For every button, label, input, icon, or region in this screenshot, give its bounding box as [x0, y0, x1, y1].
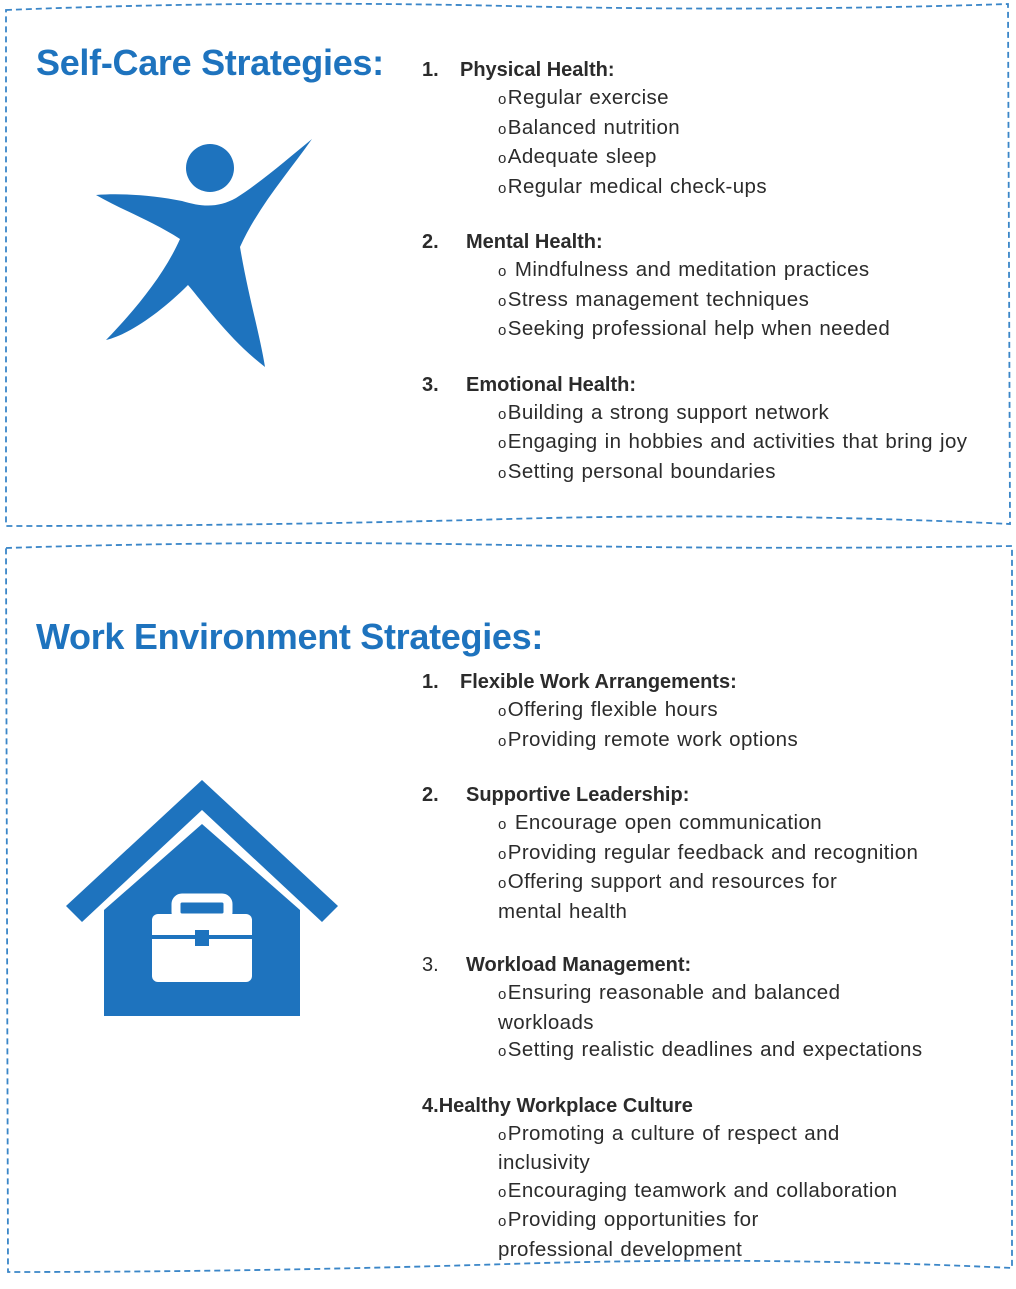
bullet-marker: o	[498, 1213, 507, 1230]
work-env-section: 4.Healthy Workplace Culture oPromoting a…	[422, 1092, 1007, 1264]
list-item: oProviding opportunities for professiona…	[498, 1208, 759, 1261]
bullet-list: oOffering flexible hours oProviding remo…	[422, 696, 1007, 755]
house-briefcase-icon	[66, 780, 338, 1016]
list-item: oStress management techniques	[498, 287, 810, 311]
section-heading: 3. Emotional Health:	[422, 373, 637, 396]
work-env-section: 1. Flexible Work Arrangements: oOffering …	[422, 668, 1007, 755]
section-heading: 2. Supportive Leadership:	[422, 784, 690, 806]
bullet-marker: o	[498, 91, 507, 108]
bullet-marker: o	[498, 1126, 507, 1144]
bullet-marker: o	[498, 263, 507, 280]
section-heading: 3. Workload Management:	[422, 954, 692, 976]
bullet-marker: o	[498, 875, 507, 892]
self-care-section: 1. Physical Health: oRegular exercise oBa…	[422, 56, 1007, 202]
bullet-marker: o	[498, 292, 507, 310]
list-item: oSeeking professional help when needed	[498, 317, 891, 340]
list-item: oAdequate sleep	[498, 145, 657, 168]
list-item: oOffering flexible hours	[498, 698, 718, 721]
section-heading: 1. Physical Health:	[422, 59, 615, 81]
work-env-section: 3. Workload Management: oEnsuring reasona…	[422, 951, 1007, 1066]
bullet-marker: o	[498, 179, 507, 197]
bullet-list: oBuilding a strong support network oEnga…	[422, 399, 1007, 488]
bullet-marker: o	[498, 703, 507, 720]
bullet-marker: o	[498, 845, 507, 863]
bullet-list: o Encourage open communication oProvidin…	[422, 809, 1007, 925]
self-care-section: 2. Mental Health: o Mindfulness and medit…	[422, 228, 1007, 345]
bullet-marker: o	[498, 405, 507, 423]
bullet-list: o Mindfulness and meditation practices o…	[422, 256, 1007, 345]
list-item: oEnsuring reasonable and balanced worklo…	[498, 981, 841, 1034]
bullet-marker: o	[498, 1043, 507, 1060]
self-care-list: 1. Physical Health: oRegular exercise oBa…	[422, 56, 1007, 513]
list-item: oSetting personal boundaries	[498, 459, 776, 483]
bullet-marker: o	[498, 150, 507, 167]
list-item: o Mindfulness and meditation practices	[498, 258, 870, 281]
bullet-list: oRegular exercise oBalanced nutrition oA…	[422, 84, 1007, 202]
bullet-marker: o	[498, 732, 507, 750]
bullet-marker: o	[498, 986, 507, 1003]
list-item: oOffering support and resources for ment…	[498, 870, 838, 923]
list-item: oPromoting a culture of respect and incl…	[498, 1121, 840, 1175]
work-env-list: 1. Flexible Work Arrangements: oOffering …	[422, 668, 1007, 1289]
self-care-title: Self-Care Strategies:	[36, 42, 384, 83]
work-env-title: Work Environment Strategies:	[36, 616, 544, 657]
list-item: oProviding regular feedback and recognit…	[498, 840, 919, 864]
list-item: oEncouraging teamwork and collaboration	[498, 1178, 898, 1202]
section-heading: 1. Flexible Work Arrangements:	[422, 671, 737, 693]
list-item: oRegular medical check-ups	[498, 174, 768, 198]
bullet-marker: o	[498, 120, 507, 138]
section-heading: 2. Mental Health:	[422, 231, 603, 253]
list-item: oProviding remote work options	[498, 727, 799, 751]
work-env-section: 2. Supportive Leadership: o Encourage ope…	[422, 781, 1007, 925]
list-item: o Encourage open communication	[498, 811, 823, 834]
list-item: oEngaging in hobbies and activities that…	[498, 430, 968, 453]
section-heading: 4.Healthy Workplace Culture	[422, 1094, 693, 1117]
self-care-section: 3. Emotional Health: oBuilding a strong s…	[422, 371, 1007, 488]
list-item: oBalanced nutrition	[498, 115, 681, 139]
list-item: oSetting realistic deadlines and expecta…	[498, 1038, 923, 1061]
bullet-marker: o	[498, 464, 507, 482]
bullet-marker: o	[498, 1183, 507, 1201]
list-item: oBuilding a strong support network	[498, 400, 830, 424]
bullet-marker: o	[498, 322, 507, 339]
bullet-marker: o	[498, 816, 507, 833]
bullet-marker: o	[498, 435, 507, 452]
bullet-list: oPromoting a culture of respect and incl…	[422, 1120, 1007, 1264]
bullet-list: oEnsuring reasonable and balanced worklo…	[422, 979, 1007, 1066]
person-star-icon	[96, 139, 312, 367]
list-item: oRegular exercise	[498, 86, 669, 109]
